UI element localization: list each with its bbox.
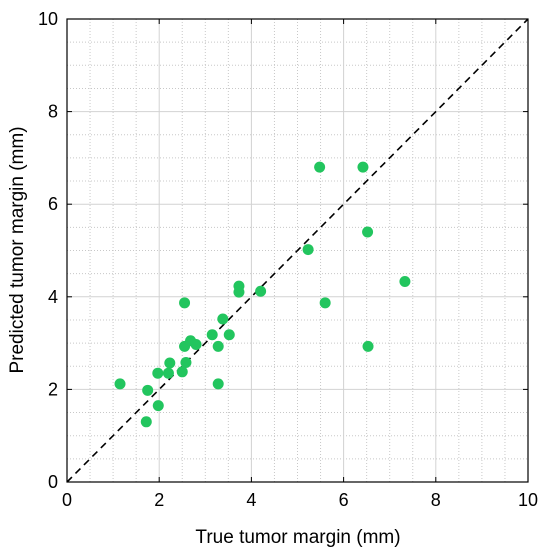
reference-line-layer: [66, 18, 529, 483]
x-tick-label: 6: [339, 490, 349, 510]
x-tick-label: 8: [431, 490, 441, 510]
plot-frame: [66, 18, 529, 483]
x-axis-label: True tumor margin (mm): [195, 527, 400, 548]
data-point: [362, 226, 374, 238]
data-point: [180, 357, 192, 369]
data-point: [357, 161, 369, 173]
data-point: [319, 297, 331, 309]
data-point: [212, 340, 224, 352]
x-tick-label: 10: [518, 490, 538, 510]
data-point: [152, 400, 164, 412]
data-point: [162, 367, 174, 379]
data-point: [206, 329, 218, 341]
identity-reference-line: [66, 18, 529, 483]
x-tick-label: 4: [246, 490, 256, 510]
y-tick-label: 8: [48, 102, 58, 122]
y-tick-label: 0: [48, 472, 58, 492]
data-point: [190, 338, 202, 350]
data-point: [399, 276, 411, 288]
data-point: [314, 161, 326, 173]
data-point: [362, 340, 374, 352]
tick-labels: 0 2 4 6 8 10 0 2 4 6 8 10: [38, 9, 538, 510]
y-tick-label: 4: [48, 287, 58, 307]
data-point: [179, 297, 191, 309]
x-tick-label: 2: [154, 490, 164, 510]
data-point: [255, 285, 267, 297]
data-point: [223, 329, 235, 341]
data-point: [233, 280, 245, 292]
grid: [67, 19, 528, 482]
x-tick-label: 0: [62, 490, 72, 510]
data-point: [114, 378, 126, 390]
y-tick-label: 2: [48, 379, 58, 399]
data-point: [212, 378, 224, 390]
y-axis-label: Predicted tumor margin (mm): [7, 126, 28, 373]
data-point: [164, 357, 176, 369]
data-points: [114, 161, 411, 428]
data-point: [176, 366, 188, 378]
data-point: [142, 384, 154, 396]
y-tick-label: 10: [38, 9, 58, 29]
data-point: [152, 367, 164, 379]
data-point: [140, 416, 152, 428]
data-point: [217, 313, 229, 325]
y-tick-label: 6: [48, 194, 58, 214]
data-point: [302, 244, 314, 256]
axes-frame: [66, 18, 529, 483]
